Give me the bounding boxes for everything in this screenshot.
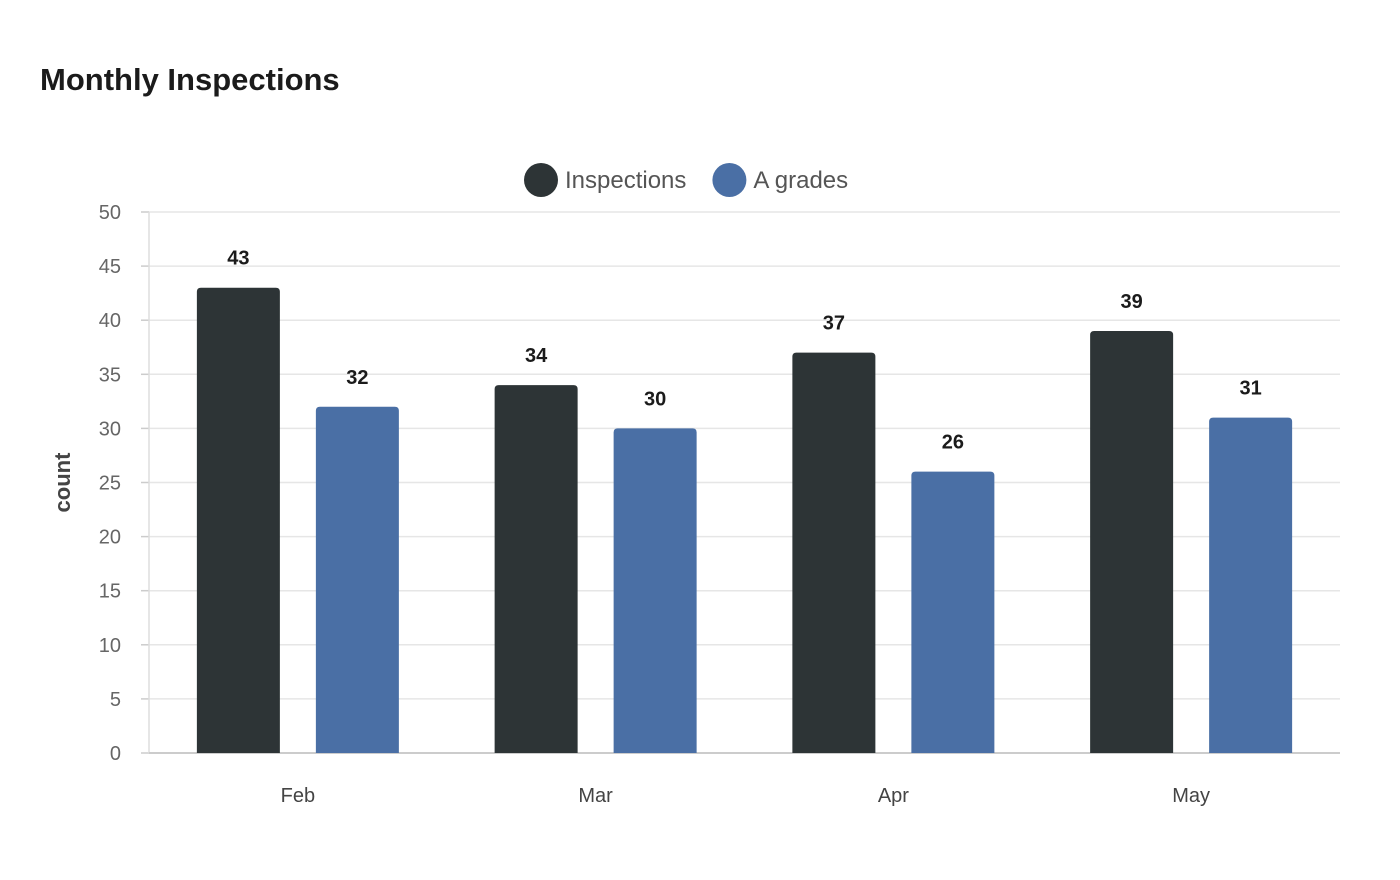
data-label: 32: [346, 367, 368, 389]
y-tick-label: 35: [99, 364, 121, 386]
legend[interactable]: Inspections A grades: [524, 163, 848, 197]
data-label: 39: [1121, 291, 1143, 313]
bar-a-grades[interactable]: [1209, 417, 1293, 753]
legend-swatch: [712, 163, 747, 197]
legend-label: Inspections: [565, 167, 686, 194]
legend-label: A grades: [753, 167, 848, 194]
y-tick-label: 45: [99, 256, 121, 278]
legend-item-inspections[interactable]: Inspections: [524, 163, 686, 197]
bar-inspections[interactable]: [1090, 331, 1174, 753]
y-axis-label: count: [50, 452, 75, 513]
bar-a-grades[interactable]: [613, 428, 697, 753]
y-tick-label: 20: [99, 527, 121, 549]
legend-swatch: [524, 163, 558, 197]
y-tick-label: 25: [99, 473, 121, 495]
bar-inspections[interactable]: [196, 287, 280, 753]
y-tick-label: 5: [110, 689, 121, 711]
y-tick-label: 0: [110, 743, 121, 765]
y-tick-label: 30: [99, 418, 121, 440]
y-tick-label: 15: [99, 581, 121, 603]
data-label: 37: [823, 313, 845, 335]
bar-a-grades[interactable]: [315, 406, 399, 753]
x-tick-label: May: [1172, 785, 1210, 807]
data-label: 31: [1240, 378, 1262, 400]
data-label: 43: [227, 248, 249, 270]
data-label: 34: [525, 345, 548, 367]
data-label: 30: [644, 388, 666, 410]
bar-inspections[interactable]: [792, 352, 876, 753]
bar-a-grades[interactable]: [911, 471, 995, 753]
chart-title: Monthly Inspections: [40, 62, 340, 97]
bar-inspections[interactable]: [494, 385, 578, 753]
bars: [196, 287, 1293, 753]
data-label: 26: [942, 432, 964, 454]
y-tick-label: 50: [99, 202, 121, 224]
x-tick-label: Mar: [578, 785, 613, 807]
x-tick-label: Apr: [878, 785, 909, 807]
y-tick-label: 40: [99, 310, 121, 332]
x-tick-label: Feb: [281, 785, 315, 807]
legend-item-a-grades[interactable]: A grades: [712, 163, 848, 197]
y-tick-label: 10: [99, 635, 121, 657]
data-labels: 43 32 34 30 37 26 39 31: [227, 248, 1262, 454]
